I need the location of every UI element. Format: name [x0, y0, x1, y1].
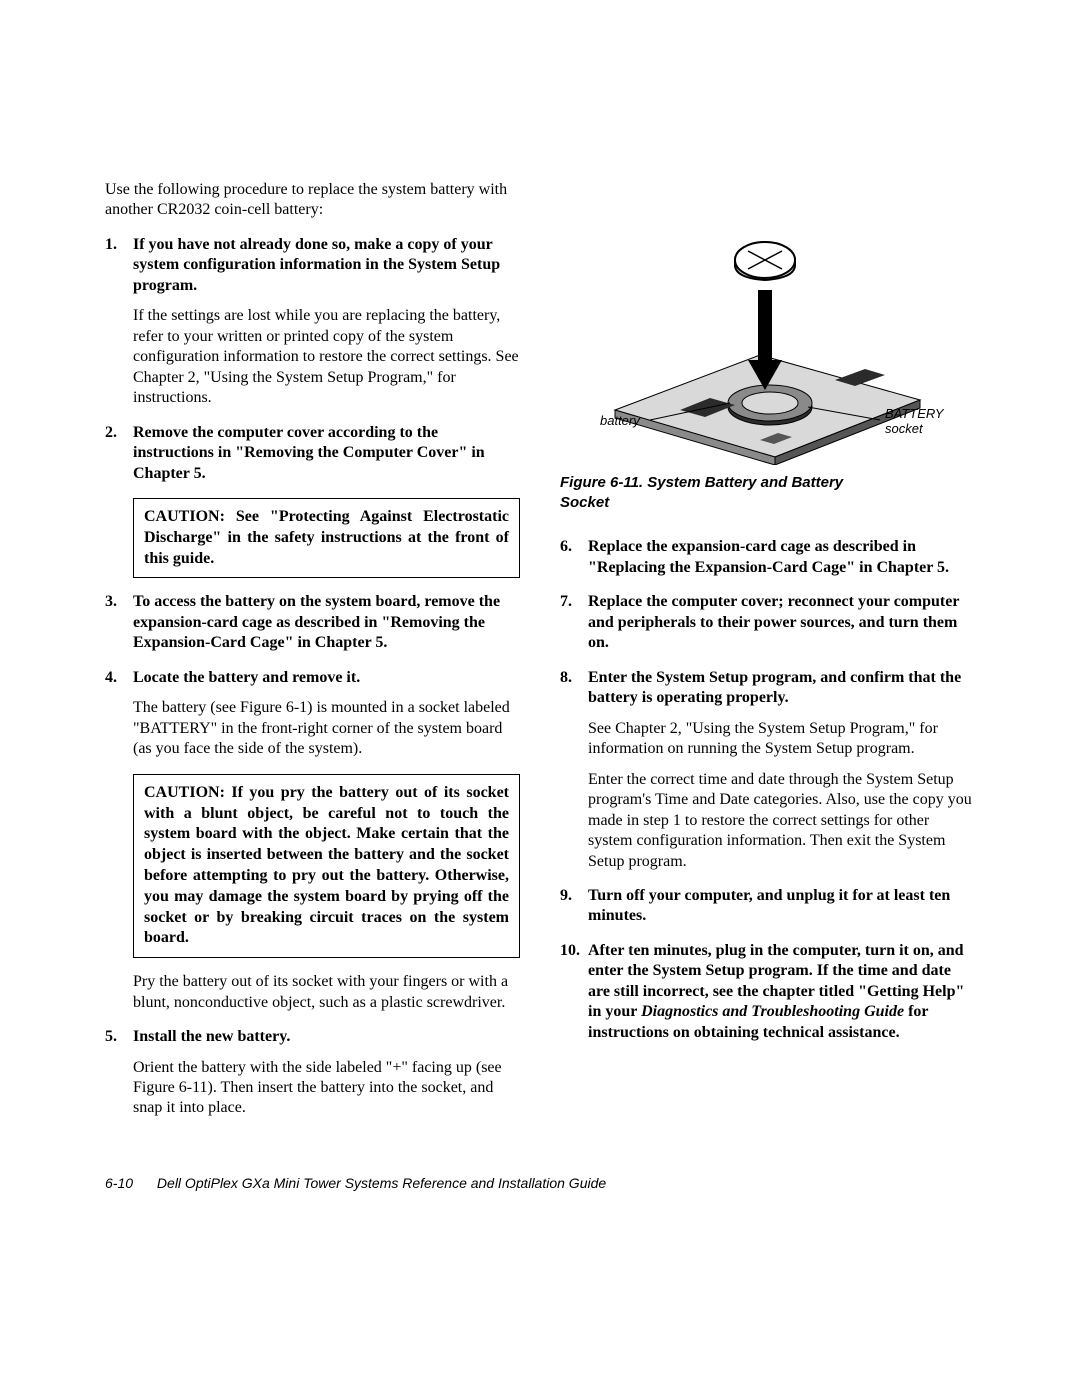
steps-left-cont2: Pry the battery out of its socket with y… [105, 972, 520, 1119]
step-8: Enter the System Setup program, and conf… [560, 668, 975, 872]
step-8-title: Enter the System Setup program, and conf… [588, 669, 961, 706]
step-8-body2: Enter the correct time and date through … [588, 770, 975, 872]
step-5-body: Orient the battery with the side labeled… [133, 1058, 520, 1119]
steps-left: If you have not already done so, make a … [105, 235, 520, 484]
step-9: Turn off your computer, and unplug it fo… [560, 886, 975, 927]
left-column: If you have not already done so, make a … [105, 235, 520, 1133]
step-6: Replace the expansion-card cage as descr… [560, 537, 975, 578]
step-4: Locate the battery and remove it. The ba… [105, 668, 520, 760]
two-column-layout: If you have not already done so, make a … [105, 235, 975, 1133]
step-8-body1: See Chapter 2, "Using the System Setup P… [588, 719, 975, 760]
right-column: battery BATTERY socket Figure 6-11. Syst… [560, 235, 975, 1133]
step-9-title: Turn off your computer, and unplug it fo… [588, 887, 950, 924]
step-2-title: Remove the computer cover according to t… [133, 424, 485, 482]
fig-label-socket-1: BATTERY [885, 406, 945, 421]
fig-label-socket-2: socket [885, 421, 924, 436]
step-4-title: Locate the battery and remove it. [133, 669, 360, 686]
step-3: To access the battery on the system boar… [105, 592, 520, 653]
step-1: If you have not already done so, make a … [105, 235, 520, 409]
page-number: 6-10 [105, 1175, 133, 1191]
steps-left-cont: To access the battery on the system boar… [105, 592, 520, 759]
battery-diagram-icon: battery BATTERY socket [560, 235, 975, 465]
step-10-em: Diagnostics and Troubleshooting Guide [641, 1003, 904, 1020]
step-6-title: Replace the expansion-card cage as descr… [588, 538, 949, 575]
step-10: After ten minutes, plug in the computer,… [560, 941, 975, 1043]
steps-right: Replace the expansion-card cage as descr… [560, 537, 975, 1043]
caution-2-text: CAUTION: If you pry the battery out of i… [144, 784, 509, 947]
figure-6-11: battery BATTERY socket Figure 6-11. Syst… [560, 235, 975, 514]
intro-paragraph: Use the following procedure to replace t… [105, 180, 520, 221]
page-footer: 6-10 Dell OptiPlex GXa Mini Tower System… [105, 1175, 606, 1191]
step-3-title: To access the battery on the system boar… [133, 593, 500, 651]
step-10-title: After ten minutes, plug in the computer,… [588, 942, 964, 1041]
caution-box-1: CAUTION: See "Protecting Against Electro… [133, 498, 520, 578]
footer-title: Dell OptiPlex GXa Mini Tower Systems Ref… [157, 1175, 606, 1191]
fig-label-battery: battery [600, 413, 641, 428]
step-1-title: If you have not already done so, make a … [133, 236, 500, 294]
step-2: Remove the computer cover according to t… [105, 423, 520, 484]
step-4-cont: Pry the battery out of its socket with y… [105, 972, 520, 1013]
step-5: Install the new battery. Orient the batt… [105, 1027, 520, 1119]
step-1-body: If the settings are lost while you are r… [133, 306, 520, 408]
step-7-title: Replace the computer cover; reconnect yo… [588, 593, 959, 651]
step-5-title: Install the new battery. [133, 1028, 290, 1045]
step-7: Replace the computer cover; reconnect yo… [560, 592, 975, 653]
page-content: Use the following procedure to replace t… [105, 180, 975, 1133]
step-4-body2: Pry the battery out of its socket with y… [133, 972, 520, 1013]
caution-box-2: CAUTION: If you pry the battery out of i… [133, 774, 520, 958]
step-4-body: The battery (see Figure 6-1) is mounted … [133, 698, 520, 759]
figure-caption: Figure 6-11. System Battery and Battery … [560, 473, 890, 514]
caution-1-text: CAUTION: See "Protecting Against Electro… [144, 508, 509, 567]
